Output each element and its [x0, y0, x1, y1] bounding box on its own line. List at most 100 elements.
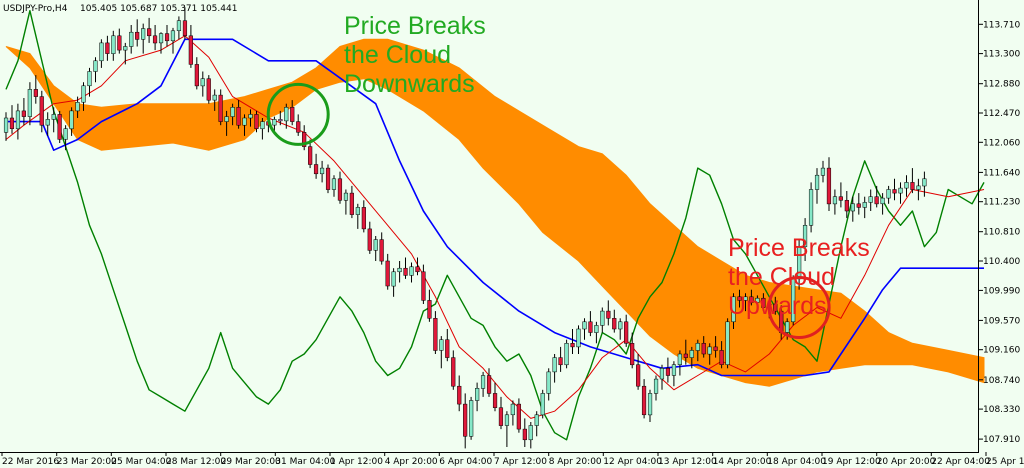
candle: [105, 35, 110, 61]
candle: [630, 332, 635, 369]
candle-body: [773, 303, 778, 312]
time-tick-label: 13 Apr 12:00: [658, 457, 717, 467]
price-tick-label: 109.570: [983, 316, 1020, 326]
candle-body: [367, 228, 372, 251]
candle: [129, 25, 134, 54]
candle: [874, 185, 879, 208]
price-tick-label: 110.810: [983, 228, 1020, 238]
candle-body: [856, 203, 861, 208]
candle-body: [230, 107, 235, 117]
candle: [737, 289, 742, 308]
candle-body: [81, 85, 86, 103]
candle: [713, 336, 718, 358]
candle: [349, 185, 354, 219]
candle: [534, 411, 539, 437]
candle: [486, 368, 492, 397]
candle-body: [296, 121, 301, 133]
candle-body: [826, 167, 832, 205]
candle-body: [337, 178, 343, 201]
candle-body: [480, 375, 486, 389]
candle: [600, 307, 605, 333]
candle-body: [886, 189, 891, 199]
candle-body: [612, 318, 617, 330]
candle-body: [206, 78, 211, 101]
candle: [510, 400, 515, 426]
candle-body: [415, 266, 420, 273]
price-tick-label: 112.880: [983, 80, 1020, 90]
candle: [403, 257, 408, 279]
candle: [194, 57, 199, 90]
time-tick-label: 14 Apr 20:00: [713, 457, 772, 467]
candle-body: [832, 196, 838, 205]
candle: [665, 357, 671, 383]
candle: [75, 96, 80, 118]
candle-body: [725, 321, 730, 365]
candle: [659, 364, 665, 390]
candle-body: [164, 33, 170, 42]
candle-body: [236, 107, 241, 126]
annotation-1: Price Breaks the Cloud Downwards: [344, 12, 486, 98]
candle: [683, 339, 688, 365]
candle: [218, 89, 223, 126]
candle-body: [475, 388, 480, 401]
candle: [689, 346, 694, 369]
candle: [87, 67, 92, 97]
candle: [433, 311, 438, 354]
candle-body: [546, 371, 551, 394]
candle-body: [570, 343, 575, 348]
time-tick-label: 1 Apr 12:00: [330, 457, 383, 467]
candle: [516, 398, 521, 433]
candle-body: [558, 357, 563, 366]
candle-body: [302, 132, 307, 147]
price-axis: 113.710 113.300 112.880 112.470 112.060 111.6…: [978, 20, 1020, 445]
candle: [469, 396, 474, 440]
candle: [838, 182, 843, 208]
candles-layer: [3, 7, 927, 449]
candle-body: [69, 110, 74, 130]
candle: [319, 160, 325, 183]
highlight-circles-layer: [266, 82, 831, 339]
candle: [33, 75, 38, 104]
candle-body: [391, 271, 396, 287]
candle-body: [916, 185, 921, 190]
candle-body: [707, 346, 712, 355]
candle-body: [588, 321, 593, 333]
candle-body: [701, 343, 706, 355]
candle: [564, 339, 569, 369]
candle: [331, 175, 337, 197]
candle-body: [498, 407, 504, 426]
time-tick-label: 8 Apr 20:00: [549, 457, 602, 467]
candle: [463, 393, 468, 449]
candle-body: [194, 64, 199, 87]
price-tick-label: 111.230: [983, 198, 1020, 208]
price-tick-label: 113.710: [983, 20, 1020, 30]
candle-body: [212, 94, 217, 101]
annotation-line: Price Breaks: [728, 234, 870, 262]
candle-body: [135, 31, 140, 40]
candle: [522, 418, 527, 447]
candle: [57, 110, 62, 143]
candle-body: [641, 385, 647, 416]
candle: [886, 185, 891, 204]
candle: [653, 375, 659, 401]
candle-body: [785, 321, 790, 333]
candle-body: [349, 192, 354, 215]
candle-body: [409, 266, 414, 276]
candle-body: [898, 187, 903, 194]
candle: [51, 107, 56, 133]
candle: [236, 100, 241, 129]
candle-body: [814, 174, 820, 190]
candle: [498, 396, 504, 430]
kijun-line: [6, 38, 984, 377]
candle: [111, 30, 116, 61]
price-tick-label: 112.060: [983, 138, 1020, 148]
candle: [868, 189, 873, 211]
candle-body: [743, 296, 748, 301]
candle-body: [373, 239, 378, 251]
price-tick-label: 113.300: [983, 50, 1020, 60]
candle-body: [719, 350, 724, 365]
candle: [63, 125, 68, 151]
candle-body: [176, 20, 182, 31]
candle: [135, 19, 140, 47]
candle: [719, 341, 724, 369]
